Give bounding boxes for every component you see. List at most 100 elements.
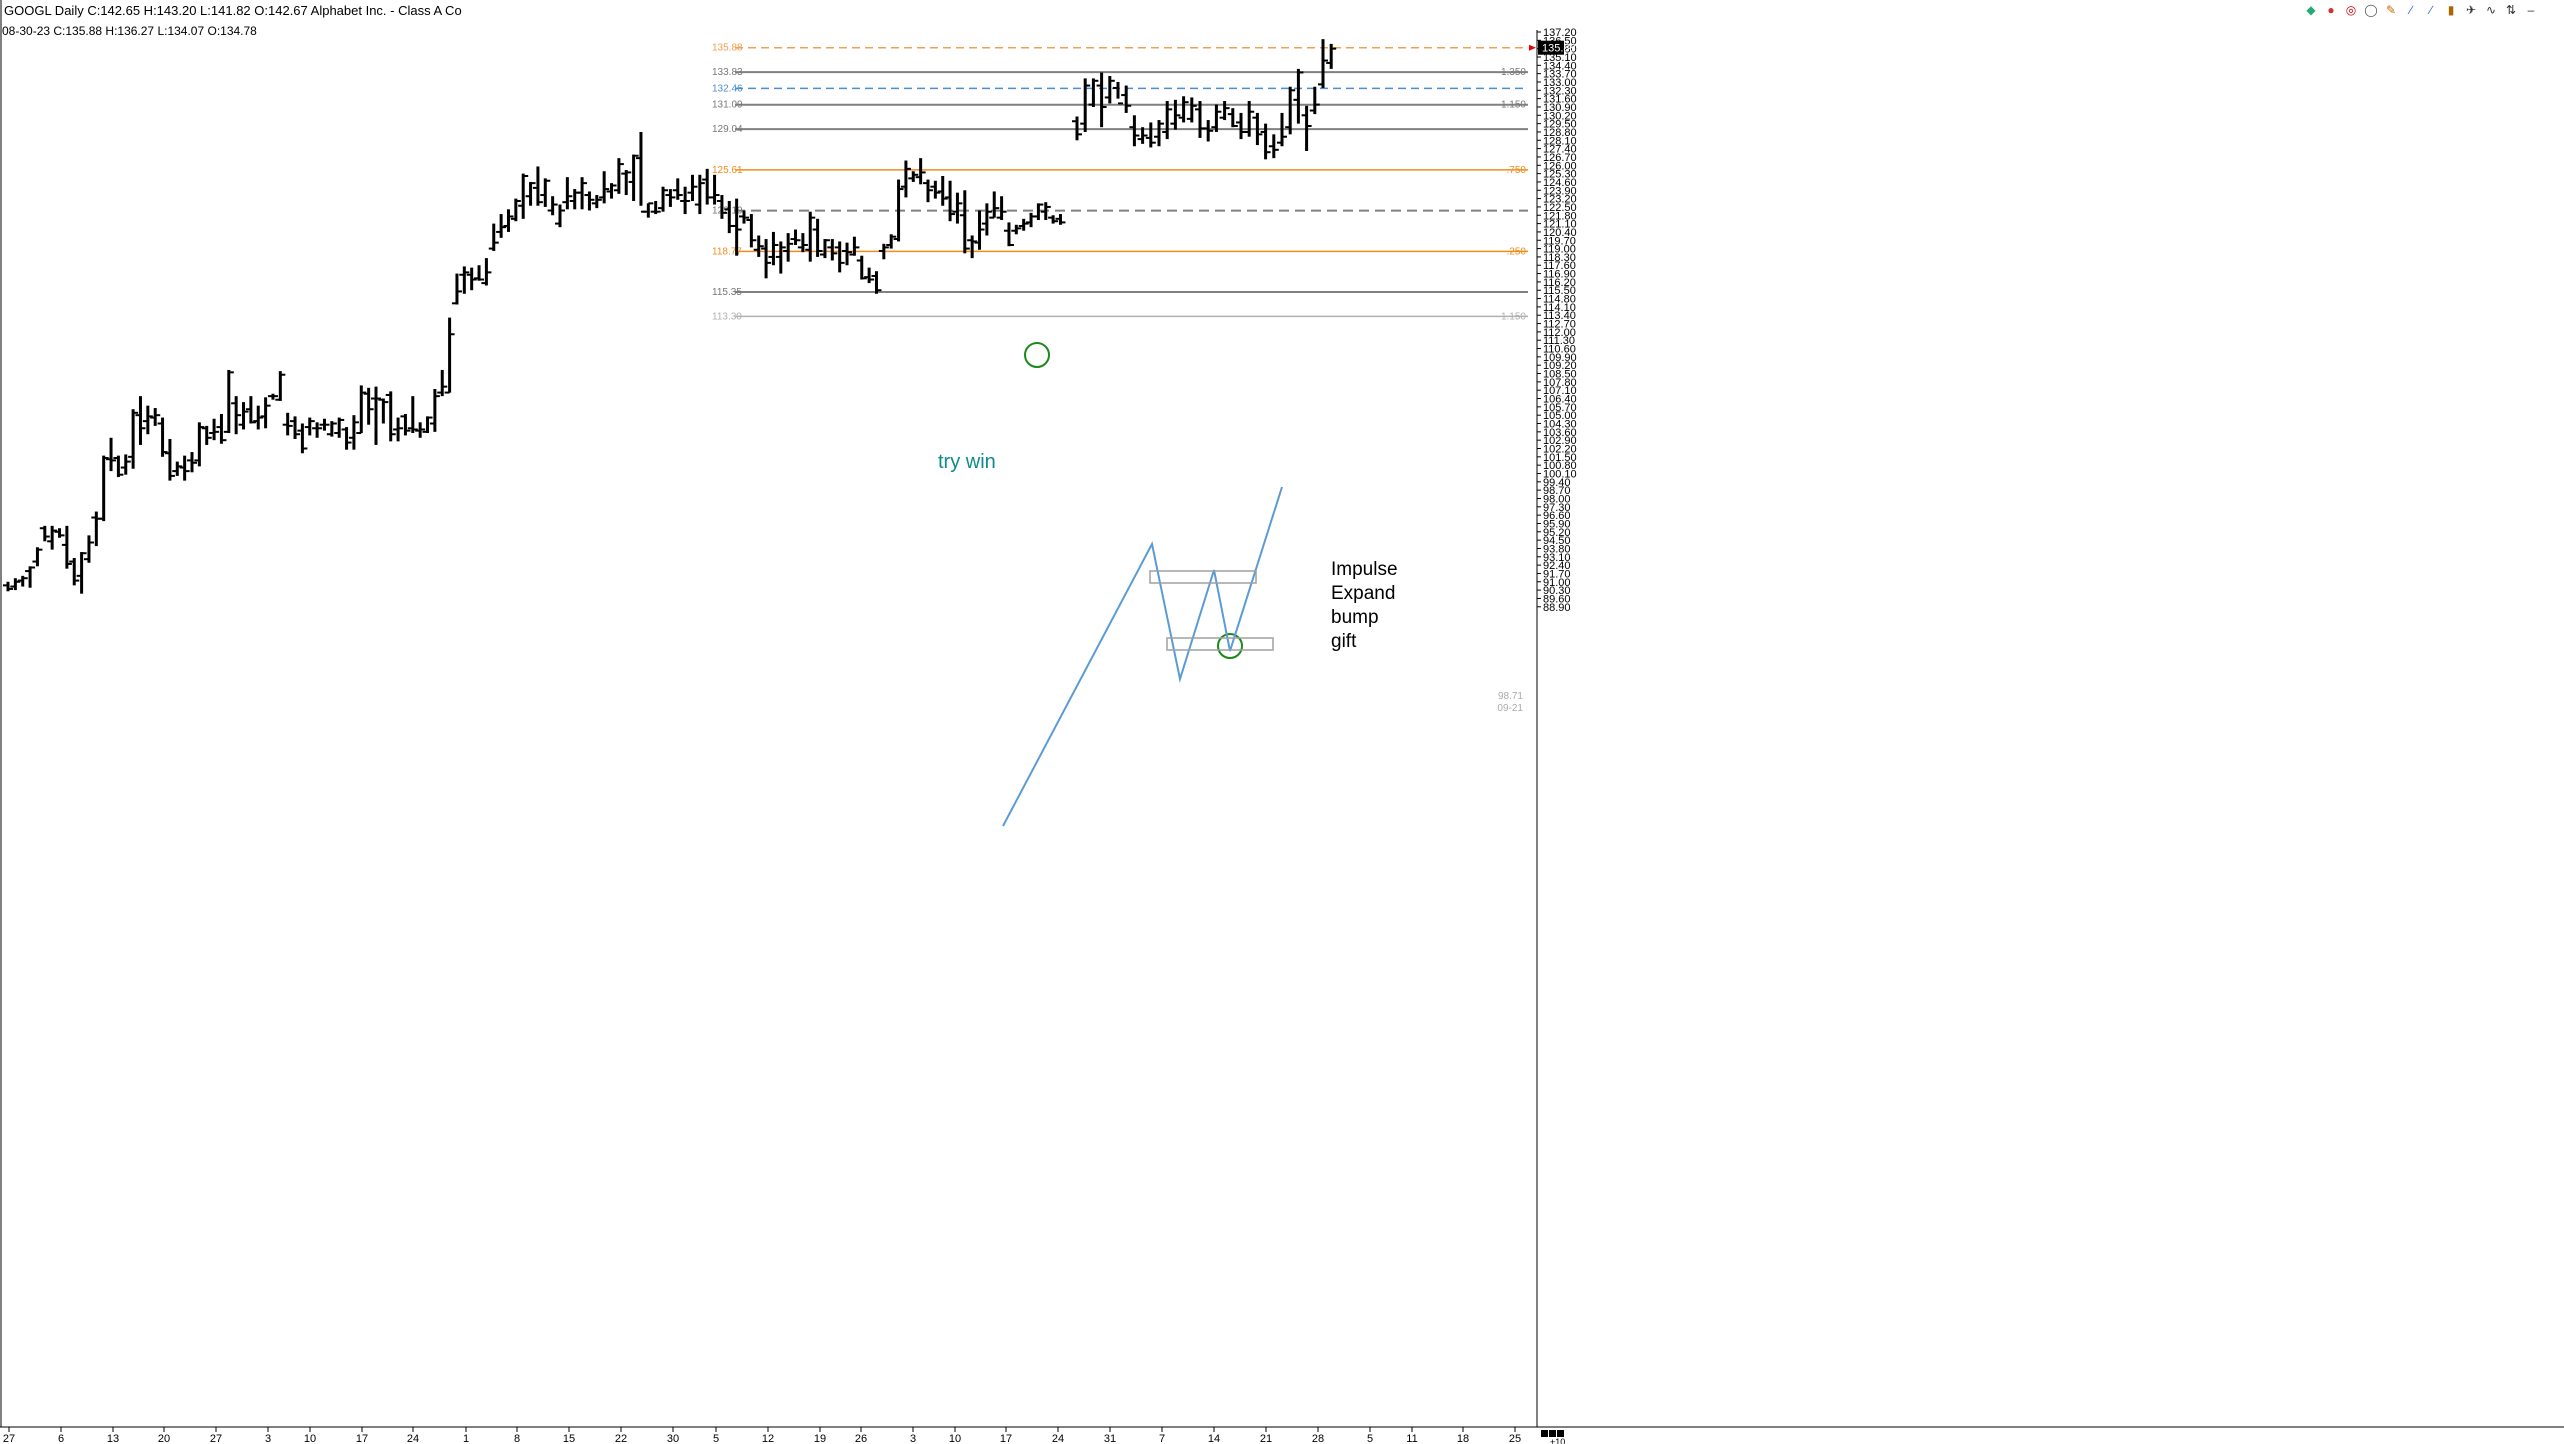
ohlc-bar <box>1244 101 1255 137</box>
arrows-icon[interactable]: ⇅ <box>2505 3 2517 17</box>
ohlc-bar <box>1026 212 1037 228</box>
ohlc-bar <box>540 178 551 207</box>
date-tick-label: 27 <box>210 1433 222 1444</box>
brush-icon[interactable]: ▮ <box>2447 3 2455 17</box>
ohlc-bar <box>1113 81 1123 105</box>
pencil-icon[interactable]: ✎ <box>2385 3 2397 17</box>
ohlc-bar <box>856 255 867 280</box>
ohlc-bar <box>290 416 301 439</box>
level-ratio-label: .750 <box>1507 165 1527 176</box>
ring-icon[interactable]: ◯ <box>2364 3 2378 17</box>
ohlc-bar <box>650 200 661 215</box>
ohlc-bar <box>1203 120 1214 142</box>
lines-icon[interactable]: ∕ <box>2409 3 2412 17</box>
ohlc-bar <box>577 177 588 210</box>
ohlc-bar <box>378 398 389 424</box>
ohlc-bar <box>10 578 21 591</box>
ohlc-bar <box>849 236 860 256</box>
ohlc-bar <box>1186 97 1197 123</box>
price-tick-label: 134.40 <box>1543 60 1577 72</box>
date-tick-label: 22 <box>615 1433 627 1444</box>
ohlc-bar <box>510 198 521 222</box>
ohlc-bar <box>635 131 646 213</box>
price-tick-label: 121.80 <box>1543 210 1577 222</box>
ohlc-bar <box>1162 101 1173 140</box>
price-tick-label: 131.60 <box>1543 94 1577 106</box>
channel-icon[interactable]: ∕ <box>2429 3 2432 17</box>
cursor-icon[interactable]: ◆ <box>2306 3 2316 17</box>
ohlc-bar <box>1137 127 1148 144</box>
date-tick-label: 15 <box>563 1433 575 1444</box>
circle-icon[interactable]: ◎ <box>2345 3 2357 17</box>
ohlc-bar <box>113 455 124 478</box>
price-tick-label: 127.40 <box>1543 144 1577 156</box>
price-tick-label: 120.40 <box>1543 227 1577 239</box>
ohlc-bar <box>694 174 705 215</box>
minimize-icon[interactable]: – <box>2527 3 2535 17</box>
ohlc-bar <box>908 171 919 182</box>
price-tick-label: 95.90 <box>1543 518 1571 530</box>
ohlc-bar <box>1096 72 1107 128</box>
date-axis: 27 6 13 20 27 3 10 17 24 1 8 15 22 30 5 12 19 26 3 10 17 24 31… <box>0 1426 2564 1444</box>
wave-icon[interactable]: ∿ <box>2485 3 2497 17</box>
date-tick-label: 21 <box>1260 1433 1272 1444</box>
ohlc-bar <box>716 195 727 219</box>
ohlc-bar <box>967 235 978 259</box>
price-tick-label: 93.10 <box>1543 552 1571 564</box>
price-tick-label: 117.60 <box>1543 260 1576 272</box>
ohlc-bar <box>1309 86 1320 115</box>
ohlc-bar <box>1033 203 1044 221</box>
ohlc-bar <box>915 158 926 185</box>
ohlc-bar <box>61 525 72 569</box>
ohlc-bar <box>179 455 190 481</box>
level-label: 113.30 <box>712 311 742 322</box>
ohlc-bar <box>1121 85 1132 113</box>
price-tick-label: 121.10 <box>1543 219 1577 231</box>
ohlc-bar <box>1293 68 1304 124</box>
ohlc-bar <box>930 180 941 199</box>
ohlc-bar <box>864 267 875 284</box>
corner-label: +10 <box>1550 1437 1565 1444</box>
ohlc-bar <box>959 190 970 254</box>
last-price-label: 135.88 <box>1542 43 1576 55</box>
color-icon[interactable]: ● <box>2327 3 2335 17</box>
ohlc-bar <box>223 369 234 434</box>
date-tick-label: 31 <box>1104 1433 1116 1444</box>
annotation-bump: bump <box>1331 607 1379 628</box>
ohlc-bar <box>474 265 485 281</box>
ohlc-bar <box>555 204 565 228</box>
ohlc-bar <box>106 437 117 472</box>
impulse-pattern-line <box>1002 486 1283 827</box>
ohlc-bar <box>393 417 404 442</box>
ohlc-bar <box>282 412 293 436</box>
ohlc-bar <box>1219 101 1230 121</box>
ohlc-bar <box>1088 78 1099 107</box>
ohlc-bar <box>989 191 1000 219</box>
price-tick-label: 114.10 <box>1543 302 1576 314</box>
price-tick-label: 88.90 <box>1543 602 1571 614</box>
price-tick-label: 114.80 <box>1543 294 1576 306</box>
note-icon[interactable]: ✈ <box>2465 3 2477 17</box>
price-tick-label: 129.50 <box>1543 119 1577 131</box>
ohlc-bar <box>591 195 602 209</box>
level-label: 131.09 <box>712 100 743 111</box>
ohlc-bar <box>680 186 691 215</box>
ohlc-bar <box>709 174 720 205</box>
level-label: 118.77 <box>712 246 742 257</box>
ohlc-bar <box>739 210 749 224</box>
ohlc-bar <box>628 154 639 201</box>
ohlc-bar <box>319 418 330 431</box>
ohlc-bar <box>1301 105 1312 151</box>
date-tick-label: 17 <box>356 1433 368 1444</box>
ohlc-bar <box>267 393 278 400</box>
annotation-impulse: Impulse <box>1331 559 1398 580</box>
ohlc-bar <box>974 210 985 250</box>
date-tick-label: 30 <box>667 1433 679 1444</box>
price-tick-label: 107.80 <box>1543 377 1577 389</box>
price-tick-label: 109.20 <box>1543 360 1577 372</box>
ohlc-bar <box>1170 99 1181 130</box>
price-tick-label: 113.40 <box>1543 310 1576 322</box>
highlight-circle <box>1217 633 1243 659</box>
ohlc-bar <box>1211 104 1222 132</box>
